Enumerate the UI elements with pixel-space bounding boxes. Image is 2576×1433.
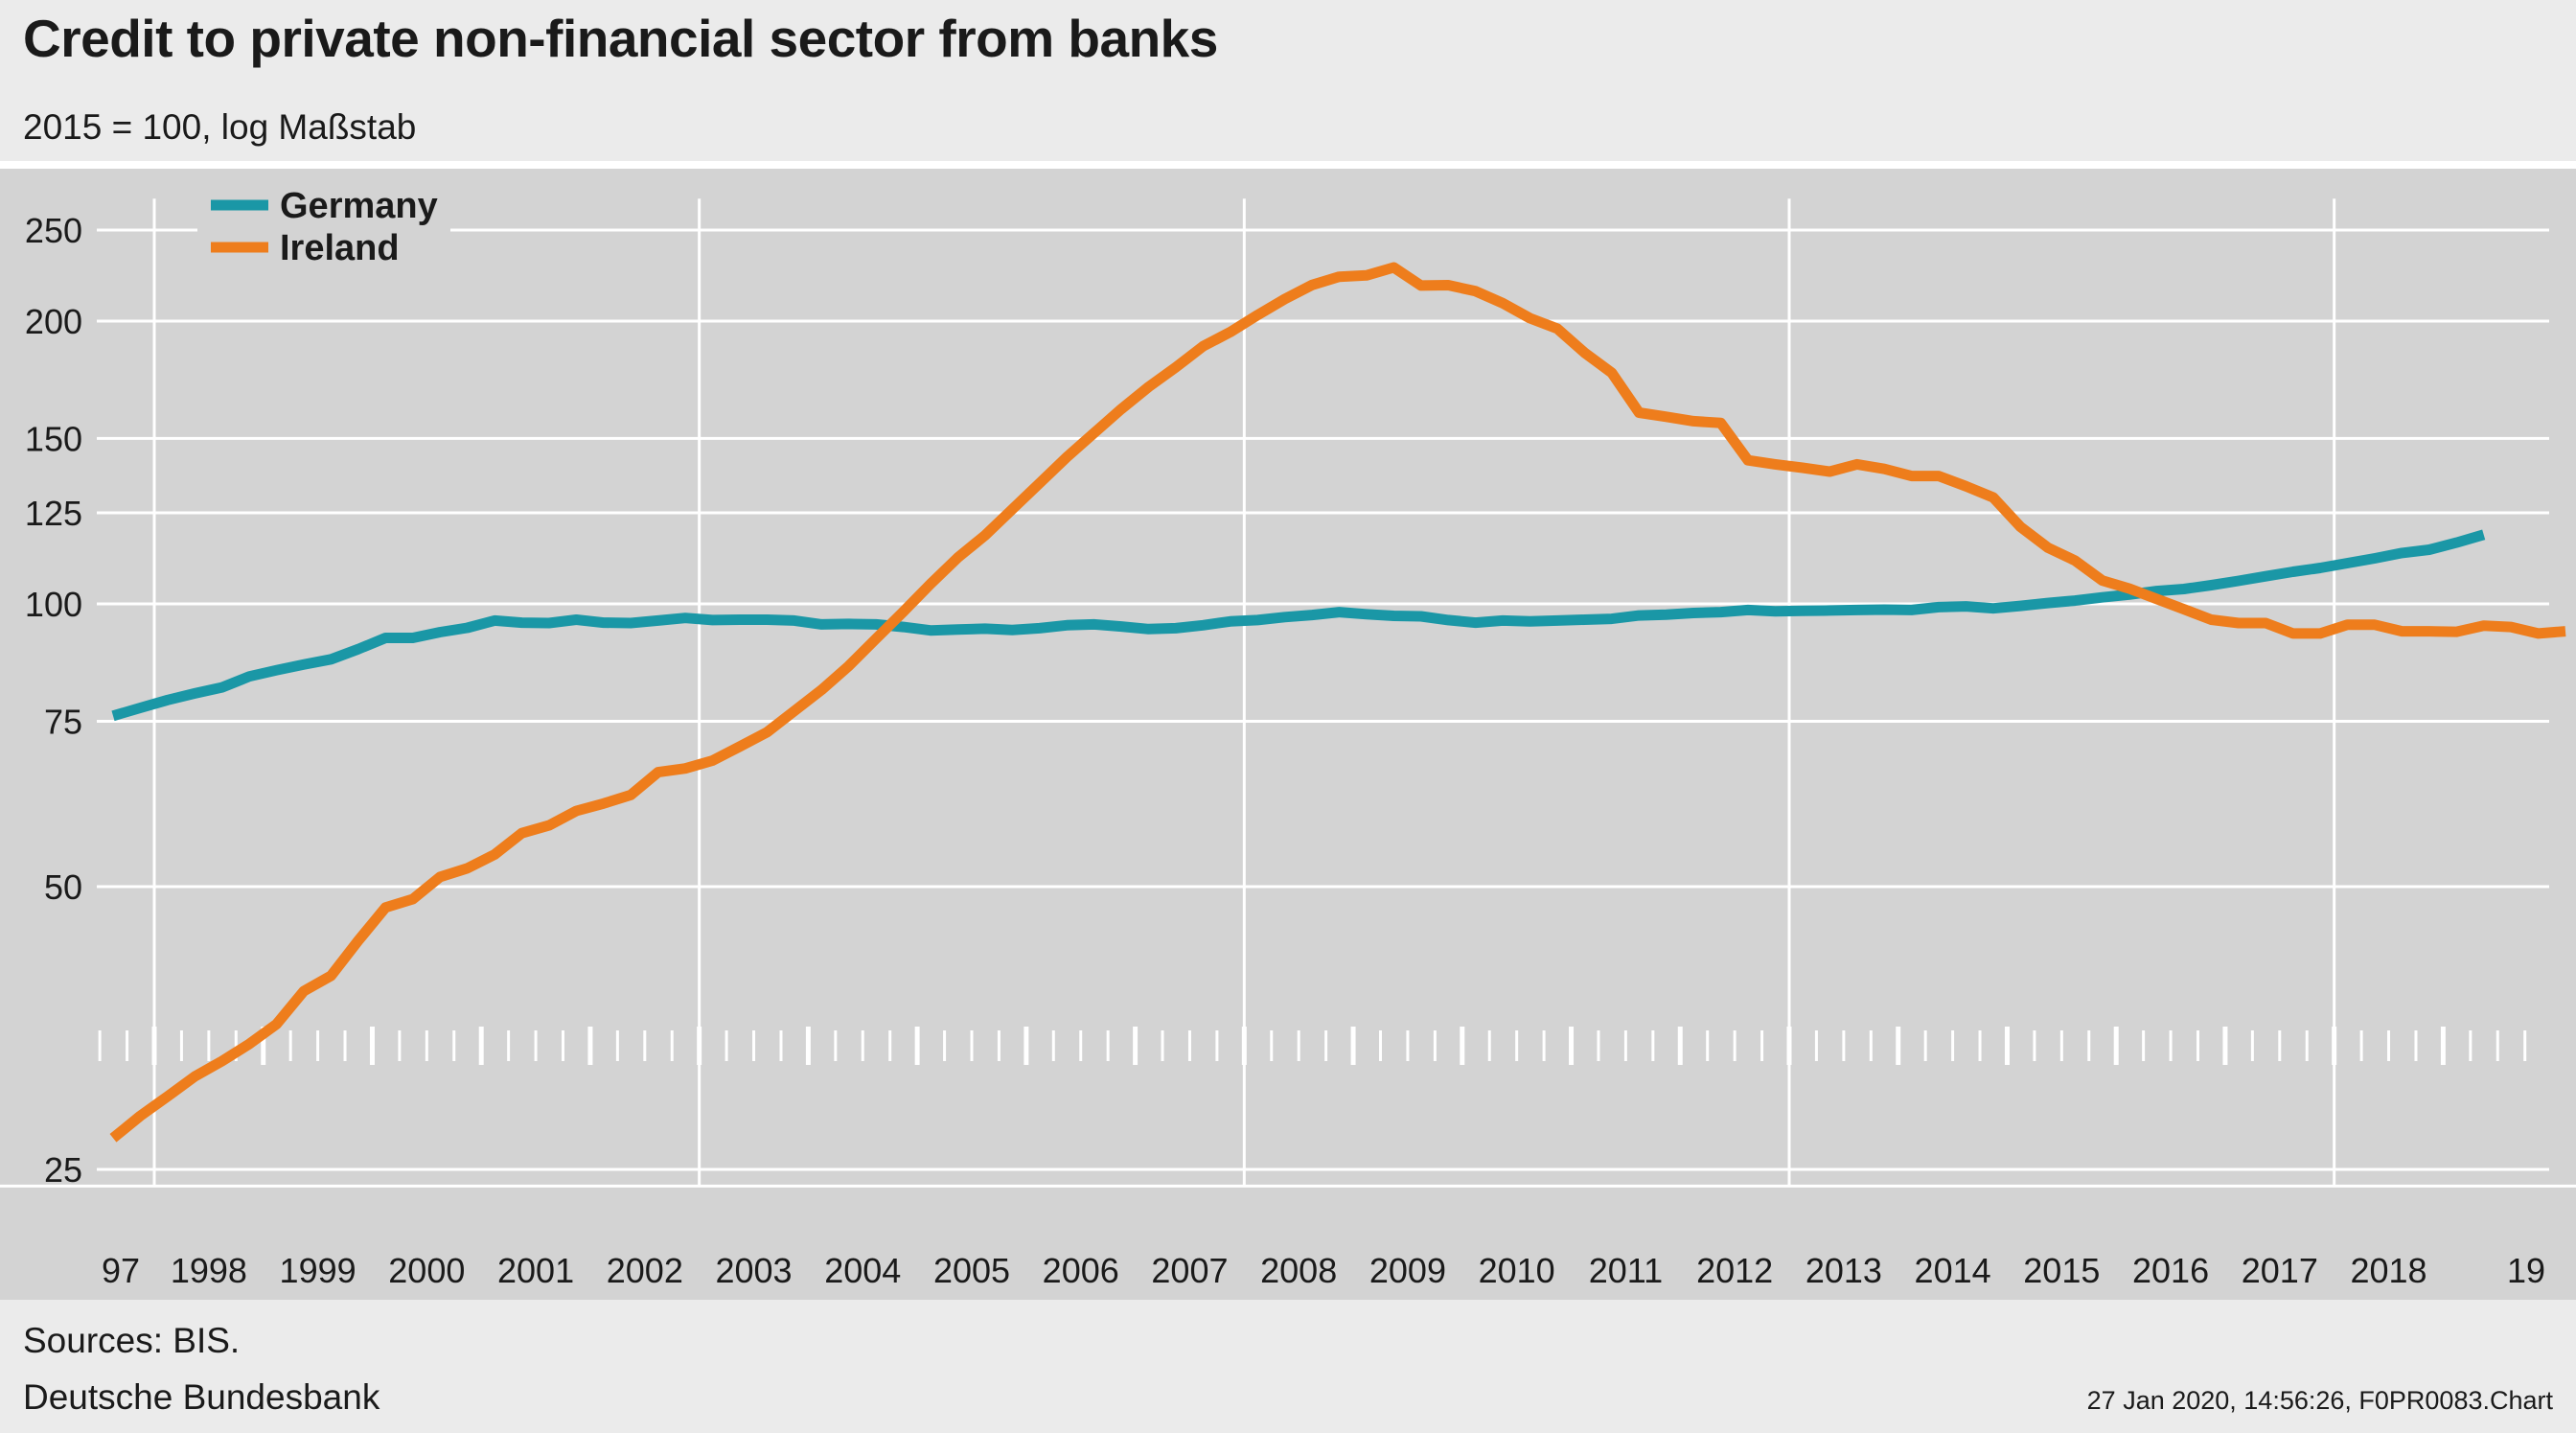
x-tick-label: 2017 (2242, 1251, 2318, 1290)
x-tick-label: 2000 (388, 1251, 465, 1290)
x-tick-label: 2013 (1806, 1251, 1882, 1290)
y-tick-label: 250 (25, 211, 82, 250)
x-tick-label: 2006 (1043, 1251, 1119, 1290)
x-tick-label: 1998 (171, 1251, 247, 1290)
x-tick-label: 2002 (607, 1251, 683, 1290)
timestamp-note: 27 Jan 2020, 14:56:26, F0PR0083.Chart (2086, 1386, 2553, 1415)
x-tick-label: 2014 (1915, 1251, 1991, 1290)
x-tick-label: 1999 (280, 1251, 356, 1290)
x-tick-label: 2016 (2132, 1251, 2209, 1290)
x-tick-label: 2011 (1589, 1251, 1663, 1290)
x-tick-label: 2004 (824, 1251, 901, 1290)
x-tick-label: 2010 (1479, 1251, 1555, 1290)
y-tick-label: 150 (25, 419, 82, 458)
x-tick-label: 2015 (2023, 1251, 2100, 1290)
x-tick-label: 2005 (933, 1251, 1010, 1290)
y-tick-label: 100 (25, 585, 82, 624)
legend-label-germany: Germany (280, 186, 438, 226)
x-tick-label: 2001 (497, 1251, 574, 1290)
x-tick-label: 2007 (1151, 1251, 1228, 1290)
x-tick-label: 97 (102, 1251, 140, 1290)
legend-label-ireland: Ireland (280, 228, 400, 268)
x-tick-label: 2008 (1260, 1251, 1337, 1290)
x-tick-label: 19 (2507, 1251, 2545, 1290)
chart-title: Credit to private non-financial sector f… (23, 9, 1218, 68)
chart-subtitle: 2015 = 100, log Maßstab (23, 107, 417, 147)
header-divider (0, 161, 2576, 169)
y-tick-label: 25 (44, 1150, 82, 1190)
y-tick-label: 75 (44, 702, 82, 741)
line-chart: 25 50 75 100 125 150 200 250 97 1998 1999 2000 2001 2… (0, 178, 2576, 1290)
x-tick-label: 2012 (1696, 1251, 1773, 1290)
x-tick-label: 2003 (715, 1251, 792, 1290)
series-line-germany (111, 529, 2486, 722)
publisher-name: Deutsche Bundesbank (23, 1377, 380, 1417)
chart-area: 25 50 75 100 125 150 200 250 97 1998 1999 2000 2001 2… (0, 169, 2576, 1300)
sources-note: Sources: BIS. (23, 1321, 241, 1360)
x-tick-label: 2018 (2350, 1251, 2426, 1290)
y-tick-label: 50 (44, 867, 82, 907)
series-line-ireland (109, 262, 2566, 1143)
y-tick-label: 200 (25, 302, 82, 341)
x-tick-label: 2009 (1369, 1251, 1446, 1290)
y-tick-label: 125 (25, 494, 82, 533)
